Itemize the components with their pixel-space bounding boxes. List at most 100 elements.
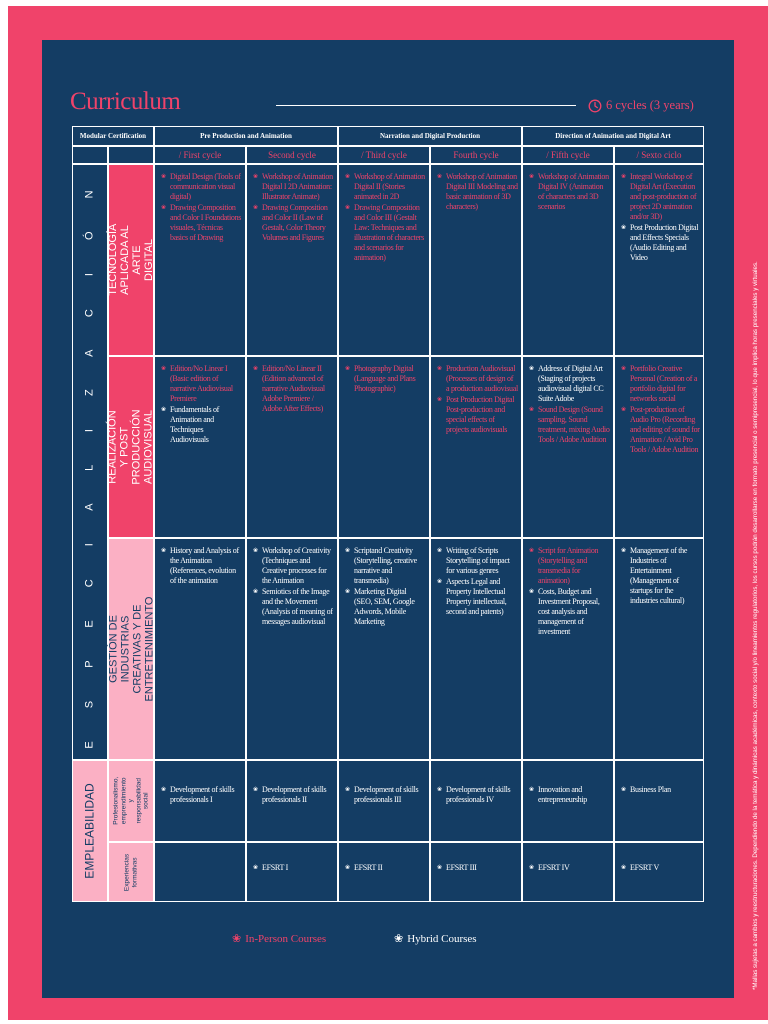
course-cell: Writing of Scripts Storytelling of impac… (430, 538, 522, 760)
course-item: EFSRT V (621, 863, 700, 873)
legend-hybrid-label: Hybrid Courses (407, 932, 477, 945)
course-cell: History and Analysis of the Animation (R… (154, 538, 246, 760)
course-item: EFSRT II (345, 863, 426, 873)
cycle-label: / Third cycle (361, 150, 407, 160)
course-item: Integral Workshop of Digital Art (Execut… (621, 172, 700, 222)
course-list: Development of skills professionals III (345, 785, 426, 805)
course-cell: Scriptand Creativity (Storytelling, crea… (338, 538, 430, 760)
course-item: Workshop of Animation Digital III Modeli… (437, 172, 518, 212)
section-label: EMPLEABILIDAD (83, 783, 97, 879)
course-list: Scriptand Creativity (Storytelling, crea… (345, 546, 426, 627)
course-list: EFSRT III (437, 863, 518, 873)
course-list: Business Plan (621, 785, 700, 795)
course-item: Costs, Budget and Investment Proposal, c… (529, 587, 610, 637)
course-item: Development of skills professionals III (345, 785, 426, 805)
course-cell: EFSRT V (614, 842, 704, 902)
course-cell: Workshop of Animation Digital IV (Animat… (522, 164, 614, 356)
course-list: Workshop of Animation Digital I 2D Anima… (253, 172, 334, 243)
course-cell: Production Audiovisual (Processes of des… (430, 356, 522, 538)
course-list: Innovation and entrepreneurship (529, 785, 610, 805)
course-list: Production Audiovisual (Processes of des… (437, 364, 518, 435)
course-item: Scriptand Creativity (Storytelling, crea… (345, 546, 426, 586)
course-cell: EFSRT II (338, 842, 430, 902)
course-item: Photography Digital (Language and Plans … (345, 364, 426, 394)
cycle-header: Fourth cycle (430, 146, 522, 164)
course-list: Workshop of Animation Digital II (Storie… (345, 172, 426, 263)
course-cell: Development of skills professionals III (338, 760, 430, 842)
side-note: *Mallas sujetas a cambios y reestructura… (752, 261, 759, 990)
course-list: Edition/No Linear II (Edition advanced o… (253, 364, 334, 414)
course-item: Script for Animation (Storytelling and t… (529, 546, 610, 586)
course-list: Workshop of Creativity (Techniques and C… (253, 546, 334, 627)
header-label: Modular Certification (79, 132, 147, 140)
course-list: Digital Design (Tools of communication v… (161, 172, 242, 243)
course-item: EFSRT III (437, 863, 518, 873)
cycle-header: / First cycle (154, 146, 246, 164)
course-cell: EFSRT IV (522, 842, 614, 902)
header-module-group: Narration and Digital Production (338, 126, 522, 146)
sub-band-label: Profesionalismo, emprendimiento y respon… (108, 760, 154, 842)
course-cell: Innovation and entrepreneurship (522, 760, 614, 842)
band-label-text: TECNOLOGÍA APLICADA AL ARTE DIGITAL (107, 223, 155, 296)
cycles-summary: 6 cycles (3 years) (588, 98, 694, 113)
course-item: Writing of Scripts Storytelling of impac… (437, 546, 518, 576)
course-list: EFSRT I (253, 863, 334, 873)
course-cell: Management of the Industries of Entertai… (614, 538, 704, 760)
course-item: Digital Design (Tools of communication v… (161, 172, 242, 202)
legend-in-person-label: In-Person Courses (245, 932, 327, 945)
course-cell: EFSRT III (430, 842, 522, 902)
section-empleabilidad: EMPLEABILIDAD (72, 760, 108, 902)
corner-cell (72, 146, 108, 164)
course-list: EFSRT IV (529, 863, 610, 873)
course-item: Portfolio Creative Personal (Creation of… (621, 364, 700, 404)
course-item: Production Audiovisual (Processes of des… (437, 364, 518, 394)
course-cell: Edition/No Linear II (Edition advanced o… (246, 356, 338, 538)
header-module-group: Direction of Animation and Digital Art (522, 126, 704, 146)
course-cell: Workshop of Animation Digital III Modeli… (430, 164, 522, 356)
course-item: Edition/No Linear I (Basic edition of na… (161, 364, 242, 404)
course-list: Development of skills professionals I (161, 785, 242, 805)
course-item: Post Production Digital and Effects Spec… (621, 223, 700, 263)
course-list: Workshop of Animation Digital IV (Animat… (529, 172, 610, 212)
course-item: Drawing Composition and Color III (Gesta… (345, 203, 426, 263)
course-cell: Digital Design (Tools of communication v… (154, 164, 246, 356)
course-list: Development of skills professionals IV (437, 785, 518, 805)
band-label: TECNOLOGÍA APLICADA AL ARTE DIGITAL (107, 164, 155, 356)
band-label: REALIZACIÓN Y POST PRODUCCIÓN AUDIOVISUA… (107, 356, 155, 538)
course-item: Management of the Industries of Entertai… (621, 546, 700, 606)
curriculum-table: Modular Certification Pre Production and … (72, 126, 704, 902)
header-modular-certification: Modular Certification (72, 126, 154, 146)
course-item: Workshop of Creativity (Techniques and C… (253, 546, 334, 586)
cycle-header: / Third cycle (338, 146, 430, 164)
flower-icon: ❀ (232, 933, 242, 945)
course-item: Post-production of Audio Pro (Recording … (621, 405, 700, 455)
course-item: Edition/No Linear II (Edition advanced o… (253, 364, 334, 414)
course-item: History and Analysis of the Animation (R… (161, 546, 242, 586)
course-list: Writing of Scripts Storytelling of impac… (437, 546, 518, 617)
course-cell: Workshop of Animation Digital II (Storie… (338, 164, 430, 356)
course-list: Portfolio Creative Personal (Creation of… (621, 364, 700, 455)
course-cell (154, 842, 246, 902)
course-item: Development of skills professionals II (253, 785, 334, 805)
corner-cell (108, 146, 154, 164)
course-list: EFSRT V (621, 863, 700, 873)
cycle-header: / Sexto ciclo (614, 146, 704, 164)
legend-in-person: ❀ In-Person Courses (232, 932, 327, 946)
course-cell: Address of Digital Art (Staging of proje… (522, 356, 614, 538)
course-cell: Development of skills professionals II (246, 760, 338, 842)
header-group-label: Pre Production and Animation (200, 132, 292, 140)
course-cell: Development of skills professionals IV (430, 760, 522, 842)
course-cell: EFSRT I (246, 842, 338, 902)
sub-band-label: Experiencias formativas (108, 842, 154, 902)
band-label-text: REALIZACIÓN Y POST PRODUCCIÓN AUDIOVISUA… (107, 409, 155, 485)
cycle-label: Fourth cycle (453, 150, 499, 160)
course-item: EFSRT IV (529, 863, 610, 873)
course-cell: Portfolio Creative Personal (Creation of… (614, 356, 704, 538)
course-list: EFSRT II (345, 863, 426, 873)
course-item: Post Production Digital Post-production … (437, 395, 518, 435)
band-label-text: GESTIÓN DE INDUSTRIAS CREATIVAS Y DE ENT… (107, 596, 155, 702)
sub-band-label-text: Experiencias formativas (123, 853, 139, 891)
course-list: Management of the Industries of Entertai… (621, 546, 700, 606)
band-label: GESTIÓN DE INDUSTRIAS CREATIVAS Y DE ENT… (107, 538, 155, 760)
course-cell: Script for Animation (Storytelling and t… (522, 538, 614, 760)
